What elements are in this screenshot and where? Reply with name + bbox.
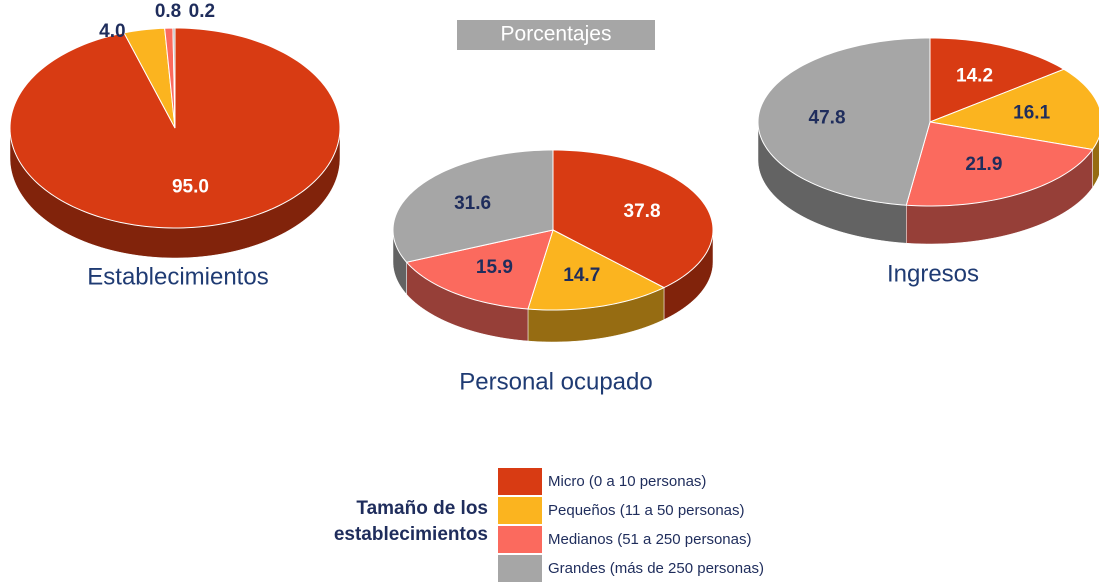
pie-slice (552, 149, 714, 289)
legend-swatch (498, 526, 542, 553)
legend-label: Grandes (más de 250 personas) (548, 560, 764, 577)
pie-slice (123, 27, 176, 129)
pie-slice (527, 229, 666, 311)
data-label: 21.9 (965, 154, 1002, 175)
data-label: 16.1 (1013, 102, 1050, 123)
pie-slice (929, 37, 1066, 123)
data-label: 47.8 (809, 108, 846, 129)
pie-title: Personal ocupado (459, 368, 652, 395)
pie-title: Ingresos (887, 260, 979, 287)
legend-title: Tamaño de los establecimientos (333, 498, 488, 545)
legend-label: Medianos (51 a 250 personas) (548, 531, 751, 548)
data-label: 95.0 (172, 176, 209, 197)
legend-label: Micro (0 a 10 personas) (548, 473, 706, 490)
data-label: 0.2 (189, 1, 215, 22)
legend-swatch (498, 555, 542, 582)
pie-slice (757, 37, 931, 206)
pie-slice (405, 229, 554, 310)
pie-slice (392, 149, 554, 263)
pie-slice (928, 68, 1099, 151)
data-label: 0.8 (155, 1, 181, 22)
legend-swatch (498, 497, 542, 524)
legend-swatch (498, 468, 542, 495)
data-label: 14.2 (956, 66, 993, 87)
data-label: 14.7 (563, 265, 600, 286)
pie-title: Establecimientos (87, 263, 268, 290)
subtitle-box (457, 20, 655, 50)
data-label: 4.0 (99, 21, 125, 42)
data-label: 37.8 (624, 201, 661, 222)
data-label: 15.9 (476, 257, 513, 278)
pie-slice (905, 121, 1094, 207)
data-label: 31.6 (454, 193, 491, 214)
legend-label: Pequeños (11 a 50 personas) (548, 502, 745, 519)
pie-slice (172, 27, 176, 129)
subtitle: Porcentajes (501, 23, 612, 46)
